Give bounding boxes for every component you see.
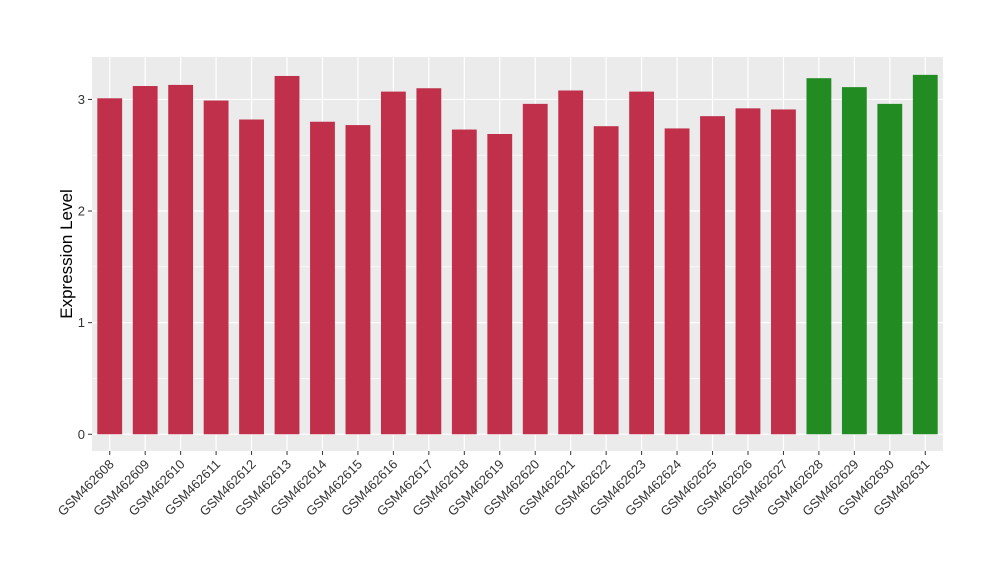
bar-GSM462616 bbox=[380, 91, 406, 435]
y-tick-label: 0 bbox=[78, 427, 85, 442]
y-tick-label: 1 bbox=[78, 315, 85, 330]
bar-GSM462612 bbox=[239, 119, 264, 435]
bar-GSM462615 bbox=[345, 125, 371, 435]
bar-GSM462618 bbox=[451, 129, 477, 435]
bar-GSM462623 bbox=[629, 91, 655, 435]
bar-GSM462619 bbox=[487, 134, 513, 435]
bar-GSM462610 bbox=[168, 84, 194, 435]
bar-GSM462621 bbox=[558, 90, 584, 435]
bar-GSM462629 bbox=[841, 87, 867, 435]
bar-GSM462614 bbox=[310, 121, 335, 435]
y-axis-title: Expression Level bbox=[57, 189, 76, 318]
bar-GSM462624 bbox=[664, 128, 690, 435]
bar-GSM462620 bbox=[522, 103, 548, 435]
bar-GSM462613 bbox=[274, 75, 300, 435]
bar-GSM462622 bbox=[593, 126, 619, 435]
bar-GSM462627 bbox=[771, 109, 796, 435]
bar-GSM462617 bbox=[416, 88, 442, 435]
bar-GSM462625 bbox=[700, 116, 725, 435]
y-tick-label: 3 bbox=[78, 92, 85, 107]
bar-GSM462631 bbox=[912, 74, 938, 435]
y-tick-label: 2 bbox=[78, 204, 85, 219]
bar-GSM462611 bbox=[203, 100, 229, 435]
bar-GSM462608 bbox=[97, 98, 123, 435]
bar-GSM462628 bbox=[806, 78, 832, 435]
bar-GSM462626 bbox=[735, 108, 761, 435]
plot-panel bbox=[92, 57, 943, 451]
bar-GSM462609 bbox=[132, 86, 158, 435]
bar-GSM462630 bbox=[877, 103, 903, 435]
